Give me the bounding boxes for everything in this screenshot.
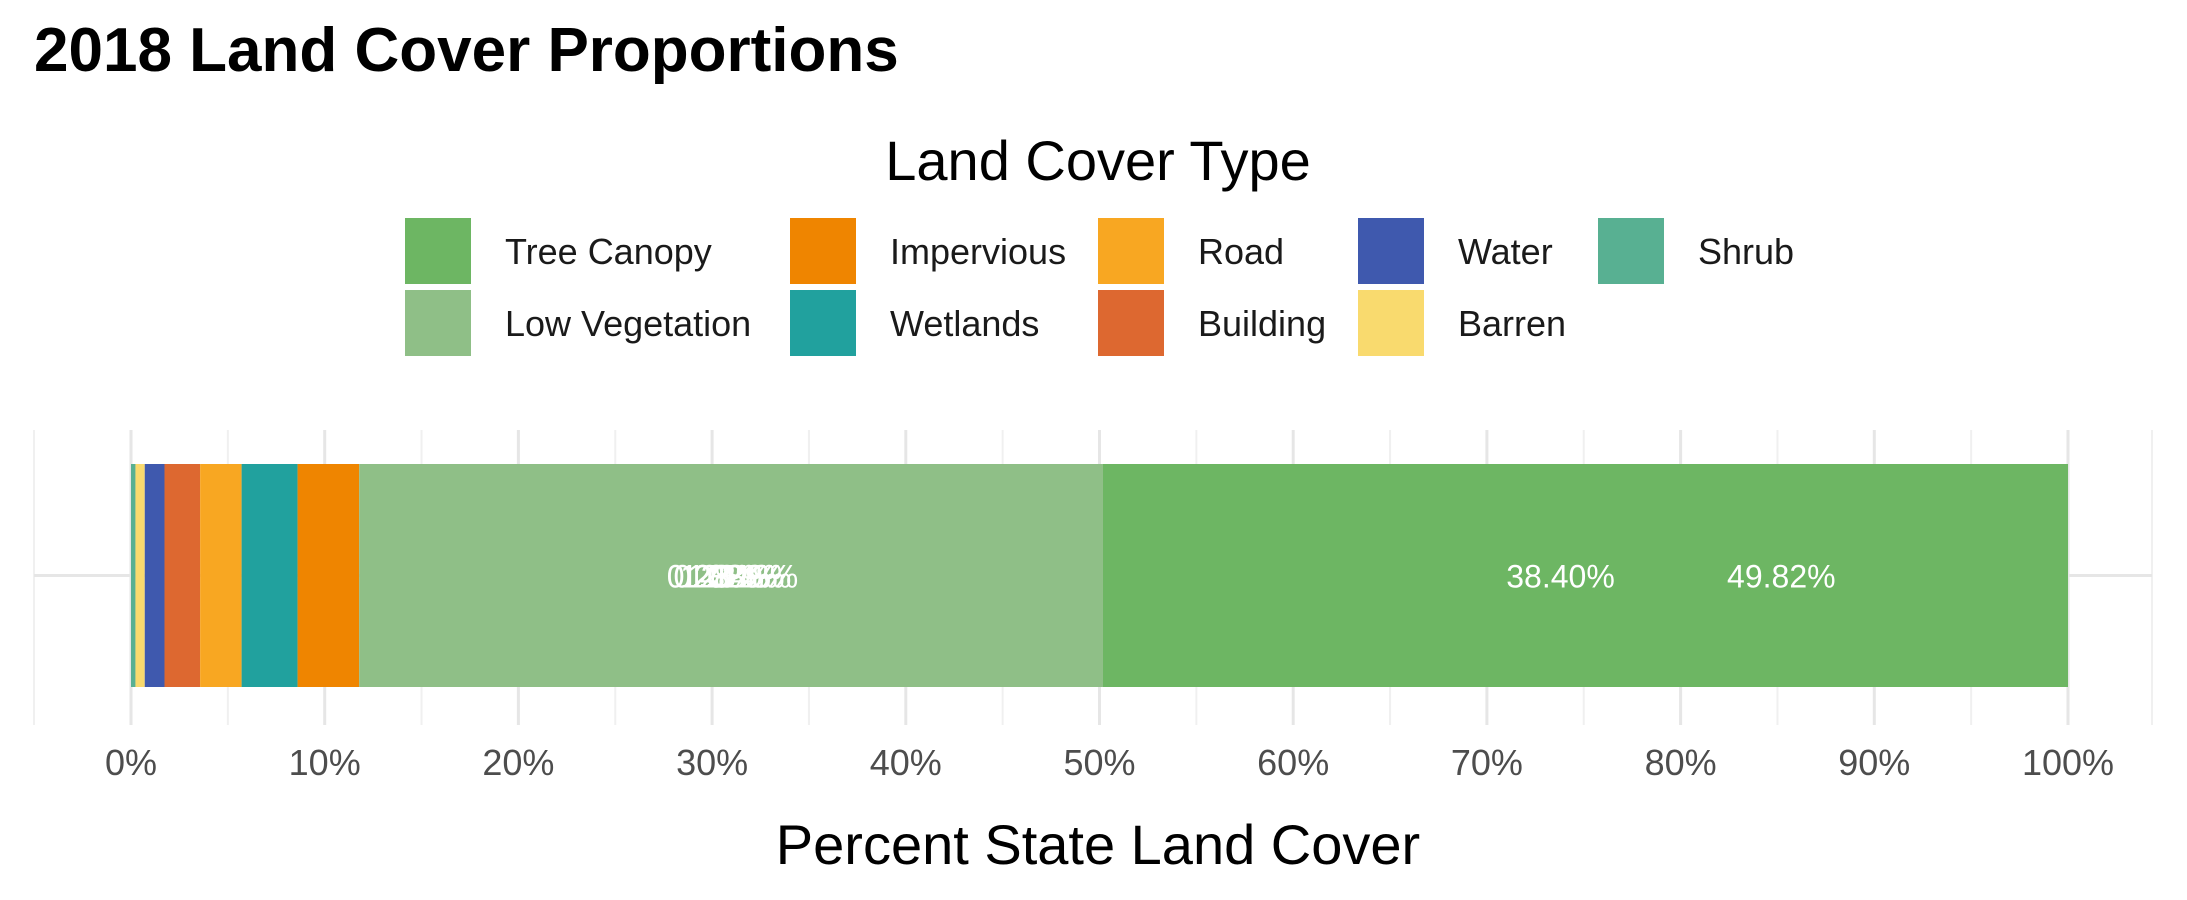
legend-label-road: Road (1198, 231, 1284, 272)
legend-title: Land Cover Type (885, 129, 1310, 192)
legend-swatch-tree-canopy (405, 218, 471, 284)
x-axis-ticks: 0% 10% 20% 30% 40% 50% 60% 70% 80% 90% 100% (105, 742, 2114, 783)
x-tick-label: 100% (2022, 742, 2114, 783)
bar-label-tree-canopy: 49.82% (1727, 559, 1836, 595)
bar-label-building: 1.84% (687, 559, 778, 595)
x-tick-label: 70% (1451, 742, 1523, 783)
legend-label-wetlands: Wetlands (890, 303, 1039, 344)
bar-segment-wetlands (241, 464, 298, 687)
x-tick-label: 10% (289, 742, 361, 783)
bar-segment-road (200, 464, 242, 687)
x-tick-label: 50% (1063, 742, 1135, 783)
bar-segment-water (144, 464, 165, 687)
legend-label-building: Building (1198, 303, 1326, 344)
legend-label-barren: Barren (1458, 303, 1566, 344)
segment-labels: 0.23%0.48%1.02%1.84%2.14%2.89%3.18% 38.40… (667, 559, 1836, 595)
legend-swatch-wetlands (790, 290, 856, 356)
legend-swatch-building (1098, 290, 1164, 356)
bar-segment-low-vegetation (359, 464, 1103, 687)
x-tick-label: 40% (870, 742, 942, 783)
bar-segment-barren (135, 464, 145, 687)
legend-swatch-impervious (790, 218, 856, 284)
bar-label-road: 2.14% (694, 559, 785, 595)
legend-label-shrub: Shrub (1698, 231, 1794, 272)
x-tick-label: 20% (482, 742, 554, 783)
bar-label-wetlands: 2.89% (701, 559, 792, 595)
chart-title: 2018 Land Cover Proportions (34, 16, 899, 85)
bar-label-impervious: 3.18% (707, 559, 798, 595)
x-tick-label: 90% (1838, 742, 1910, 783)
bar-segment-tree-canopy (1102, 464, 2068, 687)
bar-segment-shrub (131, 464, 136, 687)
bar-label-shrub: 0.23% (667, 559, 758, 595)
legend-swatch-barren (1358, 290, 1424, 356)
bar-label-barren: 0.48% (674, 559, 765, 595)
bar-segment-impervious (297, 464, 360, 687)
legend-swatch-shrub (1598, 218, 1664, 284)
legend-swatch-water (1358, 218, 1424, 284)
x-tick-label: 80% (1645, 742, 1717, 783)
legend-swatch-road (1098, 218, 1164, 284)
legend-label-impervious: Impervious (890, 231, 1066, 272)
legend-swatch-low-vegetation (405, 290, 471, 356)
bar-label-low-vegetation: 38.40% (1506, 559, 1615, 595)
legend-label-tree-canopy: Tree Canopy (505, 231, 712, 272)
bar-segments (131, 464, 2068, 687)
x-tick-label: 30% (676, 742, 748, 783)
x-axis-title: Percent State Land Cover (776, 813, 1420, 876)
bar-label-water: 1.02% (680, 559, 771, 595)
x-tick-label: 0% (105, 742, 157, 783)
legend: Tree Canopy Low Vegetation Impervious Wetla… (405, 218, 1794, 356)
bar-segment-building (164, 464, 201, 687)
x-tick-label: 60% (1257, 742, 1329, 783)
legend-label-water: Water (1458, 231, 1553, 272)
legend-label-low-vegetation: Low Vegetation (505, 303, 751, 344)
